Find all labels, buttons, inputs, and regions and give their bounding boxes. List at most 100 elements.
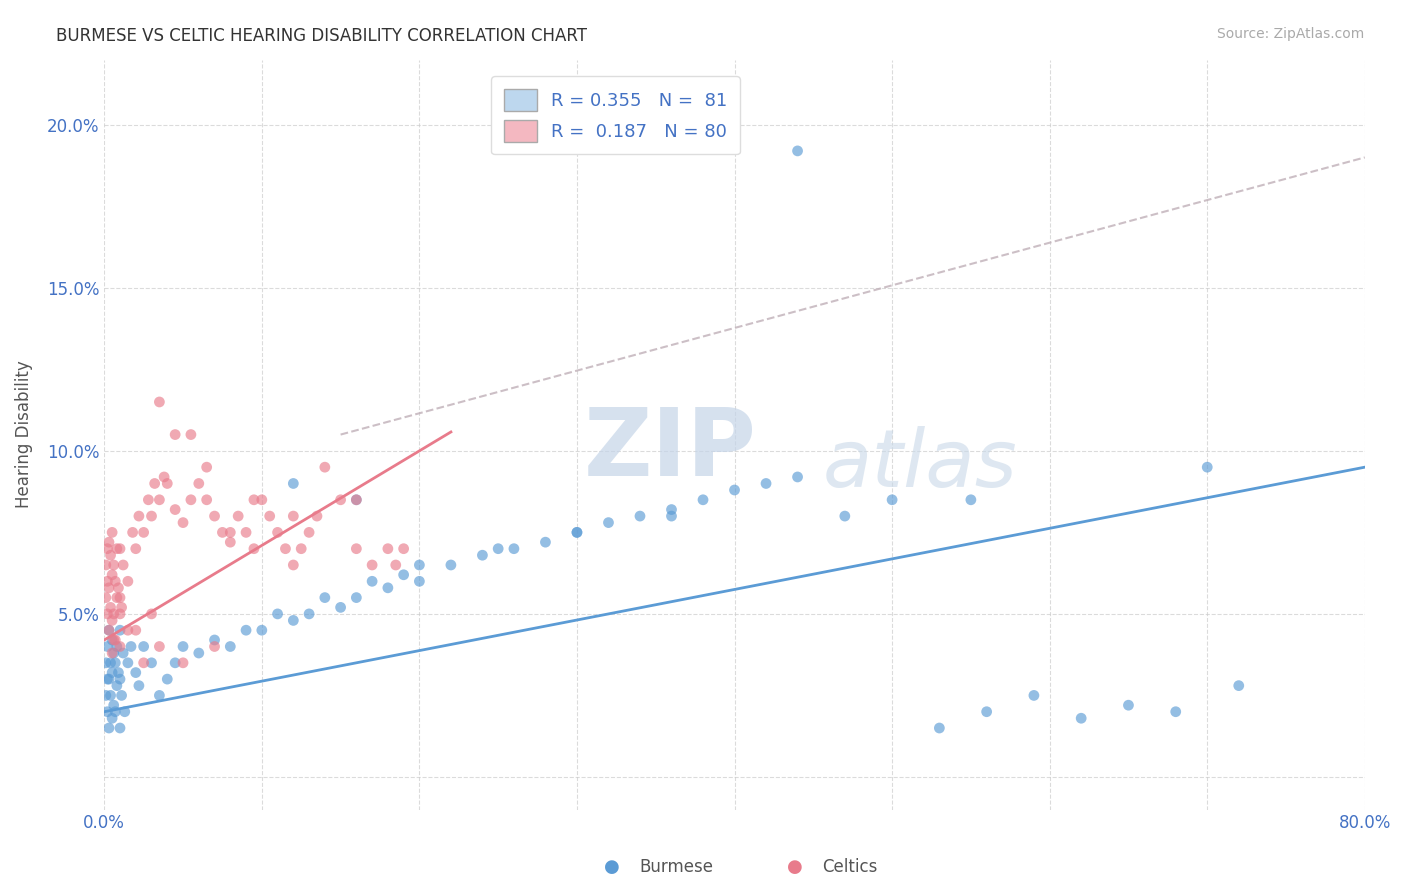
- Point: [117, 624, 139, 638]
- Point: [880, 492, 903, 507]
- Point: [329, 492, 352, 507]
- Point: [114, 705, 136, 719]
- Point: [148, 689, 170, 703]
- Point: [121, 525, 143, 540]
- Text: Source: ZipAtlas.com: Source: ZipAtlas.com: [1216, 27, 1364, 41]
- Point: [298, 607, 321, 621]
- Point: [392, 567, 415, 582]
- Point: [156, 672, 179, 686]
- Point: [101, 711, 124, 725]
- Point: [132, 640, 155, 654]
- Text: BURMESE VS CELTIC HEARING DISABILITY CORRELATION CHART: BURMESE VS CELTIC HEARING DISABILITY COR…: [56, 27, 588, 45]
- Point: [101, 614, 124, 628]
- Point: [165, 427, 187, 442]
- Point: [283, 558, 305, 572]
- Point: [1118, 698, 1140, 713]
- Point: [976, 705, 998, 719]
- Point: [283, 614, 305, 628]
- Point: [108, 721, 131, 735]
- Point: [1164, 705, 1187, 719]
- Point: [598, 516, 620, 530]
- Point: [100, 656, 122, 670]
- Point: [243, 492, 266, 507]
- Point: [100, 689, 122, 703]
- Point: [100, 548, 122, 562]
- Text: Celtics: Celtics: [823, 858, 877, 876]
- Point: [344, 492, 367, 507]
- Point: [108, 541, 131, 556]
- Point: [235, 525, 257, 540]
- Text: ●: ●: [786, 858, 803, 876]
- Point: [98, 535, 121, 549]
- Point: [1197, 460, 1219, 475]
- Point: [219, 640, 242, 654]
- Point: [290, 541, 312, 556]
- Point: [283, 509, 305, 524]
- Point: [259, 509, 281, 524]
- Point: [314, 460, 336, 475]
- Point: [141, 509, 163, 524]
- Point: [103, 646, 125, 660]
- Point: [98, 624, 121, 638]
- Point: [344, 591, 367, 605]
- Text: atlas: atlas: [823, 425, 1018, 504]
- Point: [141, 607, 163, 621]
- Point: [226, 509, 249, 524]
- Point: [786, 470, 808, 484]
- Point: [105, 640, 128, 654]
- Point: [156, 476, 179, 491]
- Point: [104, 656, 127, 670]
- Point: [125, 541, 148, 556]
- Point: [128, 679, 150, 693]
- Point: [98, 624, 121, 638]
- Point: [534, 535, 557, 549]
- Point: [172, 516, 194, 530]
- Point: [344, 492, 367, 507]
- Point: [108, 672, 131, 686]
- Point: [112, 646, 135, 660]
- Point: [172, 656, 194, 670]
- Point: [96, 541, 118, 556]
- Point: [108, 591, 131, 605]
- Point: [105, 541, 128, 556]
- Point: [94, 689, 117, 703]
- Point: [266, 607, 288, 621]
- Point: [94, 591, 117, 605]
- Point: [103, 558, 125, 572]
- Point: [105, 591, 128, 605]
- Point: [661, 502, 683, 516]
- Point: [503, 541, 526, 556]
- Point: [143, 476, 166, 491]
- Point: [104, 574, 127, 589]
- Point: [165, 656, 187, 670]
- Point: [204, 632, 226, 647]
- Point: [211, 525, 233, 540]
- Point: [96, 640, 118, 654]
- Point: [110, 689, 132, 703]
- Point: [187, 476, 209, 491]
- Point: [329, 600, 352, 615]
- Point: [250, 624, 273, 638]
- Point: [928, 721, 950, 735]
- Point: [138, 492, 160, 507]
- Point: [661, 509, 683, 524]
- Point: [148, 395, 170, 409]
- Point: [219, 535, 242, 549]
- Point: [187, 646, 209, 660]
- Point: [132, 656, 155, 670]
- Point: [103, 607, 125, 621]
- Point: [132, 525, 155, 540]
- Point: [960, 492, 983, 507]
- Point: [98, 672, 121, 686]
- Text: ZIP: ZIP: [583, 403, 756, 496]
- Point: [101, 632, 124, 647]
- Point: [105, 679, 128, 693]
- Point: [125, 665, 148, 680]
- Point: [1022, 689, 1045, 703]
- Point: [361, 574, 384, 589]
- Point: [103, 632, 125, 647]
- Point: [180, 492, 202, 507]
- Point: [344, 541, 367, 556]
- Point: [377, 581, 399, 595]
- Point: [128, 509, 150, 524]
